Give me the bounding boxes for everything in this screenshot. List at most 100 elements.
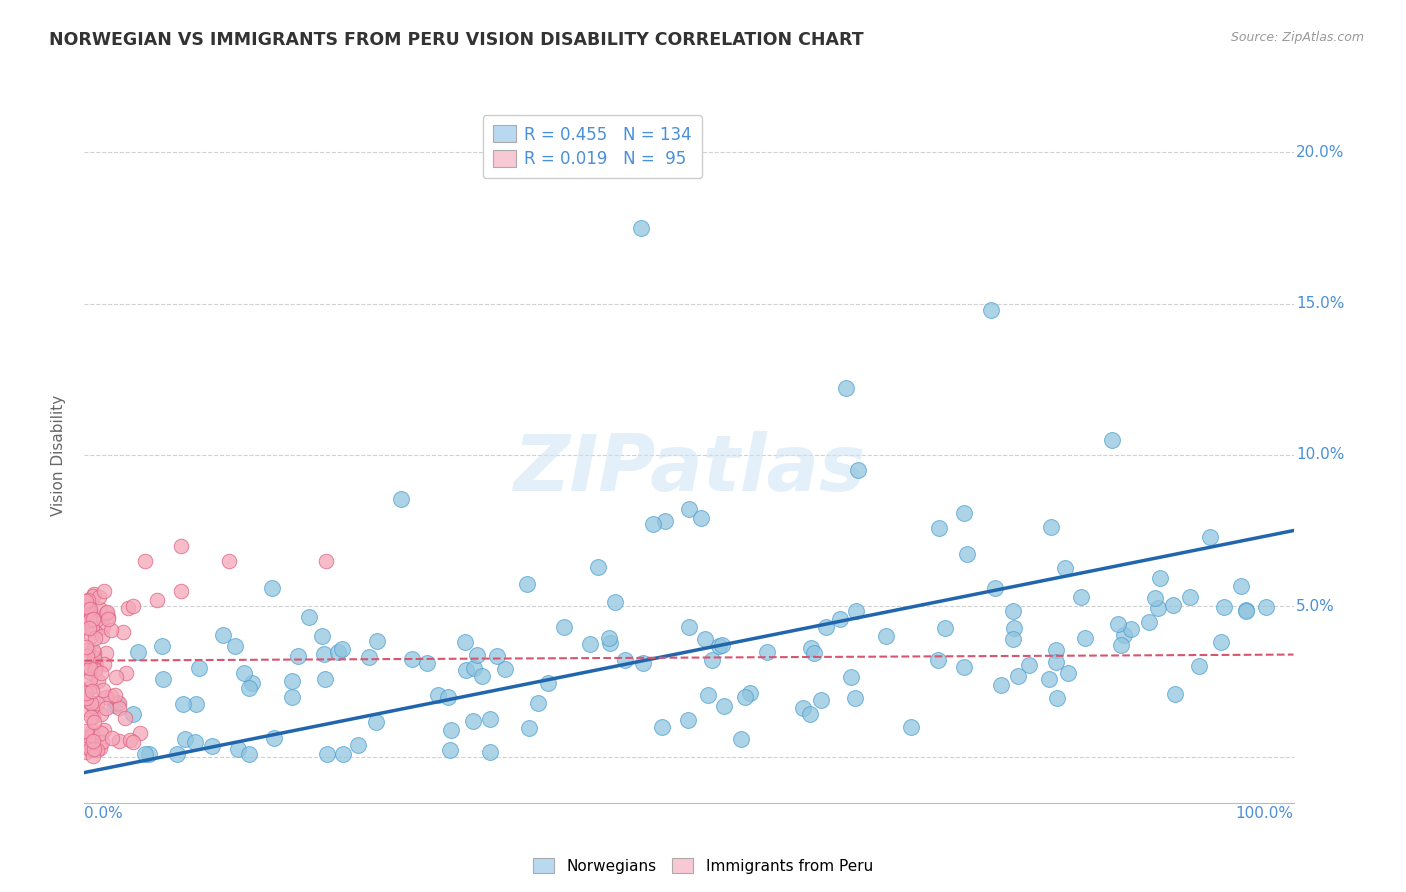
Point [83,742,105,756]
Point [76,685,98,699]
Point [97,609,120,624]
Point [1107,616,1129,631]
Point [118,732,141,747]
Point [1101,433,1123,447]
Point [314,673,336,687]
Point [75,595,97,609]
Point [75,745,97,759]
Point [108,696,131,710]
Point [1045,655,1067,669]
Point [427,688,450,702]
Point [1161,599,1184,613]
Point [80,723,103,738]
Point [77,602,100,616]
Point [357,649,380,664]
Point [82,710,104,724]
Point [75,660,97,674]
Point [1147,601,1170,615]
Point [1119,623,1142,637]
Point [516,577,538,591]
Point [693,632,716,646]
Point [80,681,103,695]
Point [875,629,897,643]
Point [676,714,699,728]
Point [633,657,655,671]
Text: ZIPatlas: ZIPatlas [513,431,865,507]
Point [117,601,139,615]
Point [332,747,354,762]
Point [297,609,319,624]
Point [983,581,1005,595]
Point [316,747,339,762]
Point [696,688,718,702]
Point [86,696,108,710]
Point [952,506,974,520]
Point [700,653,723,667]
Point [1040,520,1063,534]
Point [527,696,550,710]
Point [76,643,98,657]
Point [79,611,101,625]
Point [1178,591,1201,605]
Text: Source: ZipAtlas.com: Source: ZipAtlas.com [1230,31,1364,45]
Text: 20.0%: 20.0% [1296,145,1344,160]
Point [1211,635,1233,649]
Point [84,631,107,645]
Point [287,648,309,663]
Point [1199,530,1222,544]
Point [262,582,284,596]
Point [97,612,120,626]
Point [678,502,700,516]
Point [84,625,107,640]
Point [586,560,609,574]
Y-axis label: Vision Disability: Vision Disability [51,394,66,516]
Point [641,517,664,532]
Point [122,735,145,749]
Point [75,602,97,616]
Point [280,673,302,688]
Point [79,614,101,628]
Point [150,639,173,653]
Point [84,662,107,676]
Point [82,749,104,764]
Point [1188,659,1211,673]
Point [613,653,636,667]
Point [238,747,260,762]
Point [605,595,627,609]
Point [80,709,103,723]
Point [115,665,138,680]
Point [90,725,112,739]
Point [240,676,263,690]
Point [77,665,100,679]
Point [82,590,104,604]
Point [82,698,104,713]
Point [599,636,621,650]
Point [134,554,156,568]
Point [83,646,105,660]
Point [803,646,825,660]
Legend: Norwegians, Immigrants from Peru: Norwegians, Immigrants from Peru [527,852,879,880]
Point [82,728,104,742]
Point [579,637,602,651]
Point [810,693,832,707]
Point [1007,669,1029,683]
Point [170,584,193,599]
Point [328,645,350,659]
Point [454,663,477,677]
Point [463,661,485,675]
Point [84,657,107,672]
Point [485,648,508,663]
Point [1001,632,1024,646]
Point [1212,600,1234,615]
Point [75,615,97,629]
Point [828,612,851,626]
Point [934,621,956,635]
Text: 0.0%: 0.0% [84,806,124,822]
Point [84,613,107,627]
Point [201,739,224,753]
Point [87,591,110,605]
Point [439,743,461,757]
Point [1109,638,1132,652]
Point [84,663,107,677]
Point [1234,604,1257,618]
